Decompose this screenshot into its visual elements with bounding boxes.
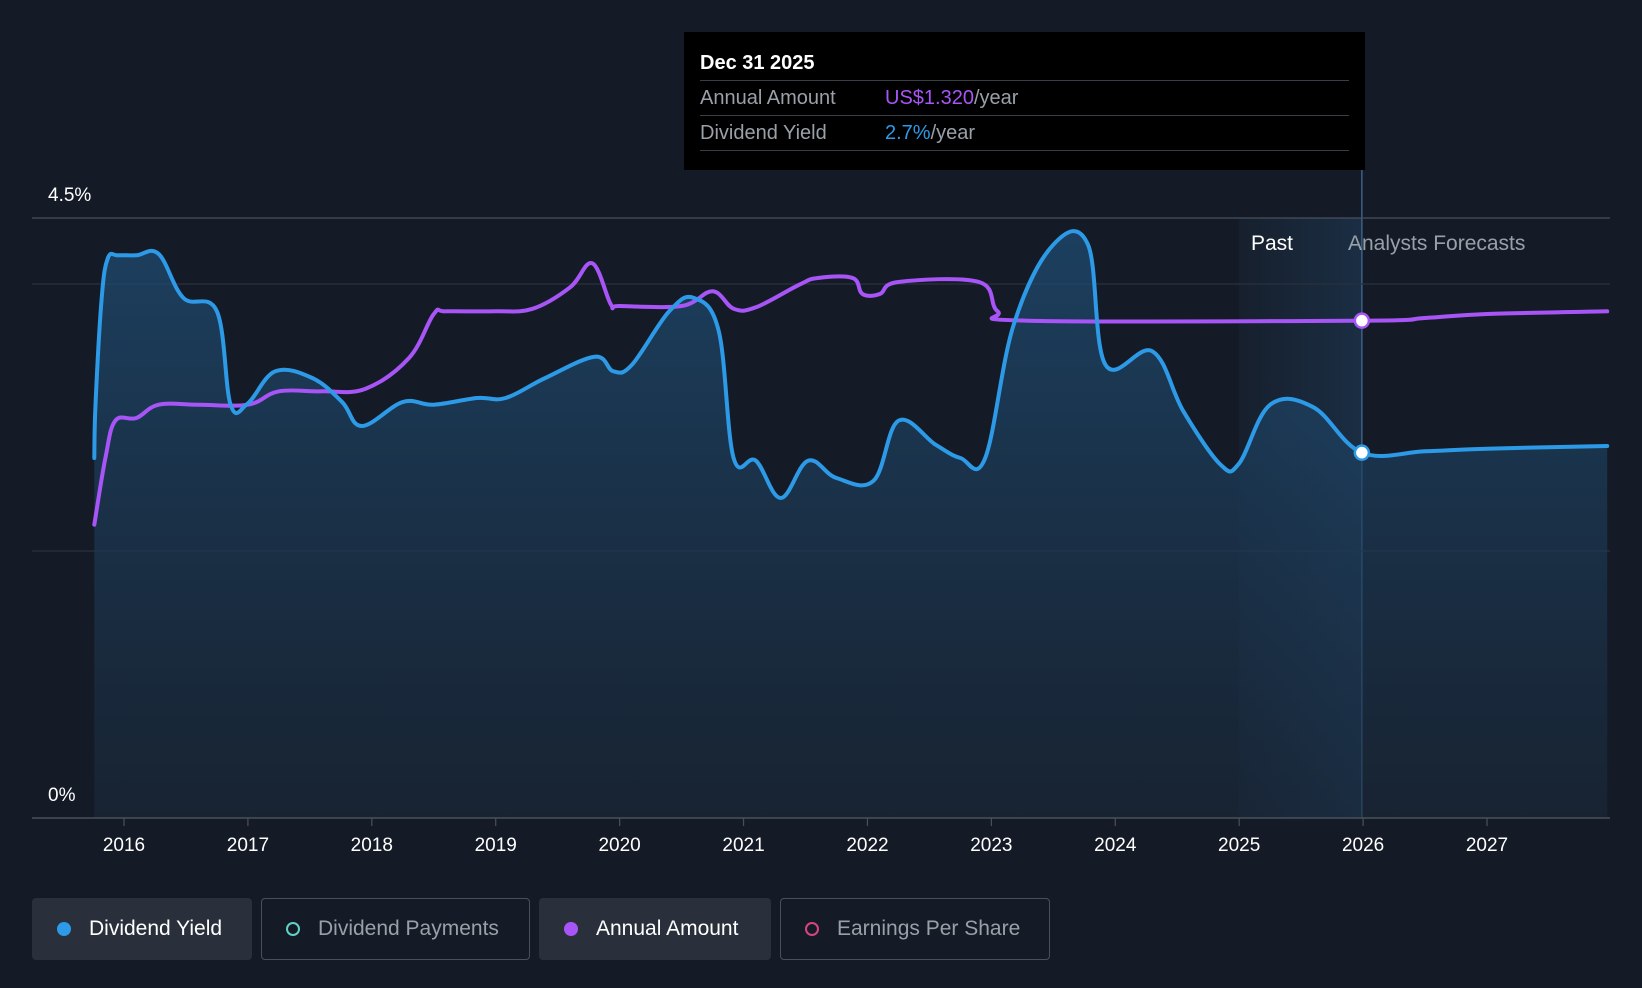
dividend-yield-marker[interactable] [1353,444,1371,461]
forecast-label: Analysts Forecasts [1348,232,1525,255]
x-tick-label: 2020 [598,835,640,856]
legend-dividend-payments[interactable]: Dividend Payments [261,898,530,960]
legend-label: Annual Amount [596,917,739,940]
tooltip-yield-unit: /year [930,122,976,144]
tooltip-annual-value: US$1.320 [885,87,974,109]
x-tick-label: 2021 [722,835,764,856]
legend-earnings-per-share[interactable]: Earnings Per Share [780,898,1050,960]
chart-legend: Dividend Yield Dividend Payments Annual … [32,898,1050,960]
dividend-yield-dot-icon [57,922,71,936]
dividend-yield-line [92,229,1610,500]
legend-dividend-yield[interactable]: Dividend Yield [32,898,252,960]
y-label-bottom: 0% [48,785,76,806]
tooltip-annual-label: Annual Amount [700,87,836,109]
x-tick-label: 2018 [351,835,393,856]
legend-label: Dividend Yield [89,917,223,940]
x-axis-ticks: 2016 2017 2018 2019 2020 2021 2022 2023 2024 2025… [103,818,1508,856]
legend-annual-amount[interactable]: Annual Amount [539,898,771,960]
legend-label: Dividend Payments [318,917,499,940]
tooltip-annual-row: Annual Amount US$1.320 /year [700,81,1349,116]
tooltip-yield-label: Dividend Yield [700,122,827,144]
annual-amount-dot-icon [564,922,578,936]
tooltip-yield-value: 2.7% [885,122,931,144]
x-tick-label: 2017 [227,835,269,856]
legend-label: Earnings Per Share [837,917,1021,940]
past-label: Past [1251,232,1293,255]
y-label-top: 4.5% [48,185,91,206]
dividend-yield-area [94,231,1608,819]
annual-amount-marker[interactable] [1353,312,1371,329]
tooltip-yield-row: Dividend Yield 2.7% /year [700,116,1349,151]
x-tick-label: 2027 [1466,835,1508,856]
tooltip-annual-unit: /year [973,87,1019,109]
x-tick-label: 2016 [103,835,145,856]
dividend-payments-ring-icon [286,922,300,936]
x-tick-label: 2022 [846,835,888,856]
earnings-per-share-ring-icon [805,922,819,936]
hover-tooltip: Dec 31 2025 Annual Amount US$1.320 /year… [684,32,1365,170]
x-tick-label: 2019 [475,835,517,856]
x-tick-label: 2024 [1094,835,1137,856]
x-tick-label: 2023 [970,835,1012,856]
x-tick-label: 2026 [1342,835,1384,856]
tooltip-date: Dec 31 2025 [700,46,1349,81]
x-tick-label: 2025 [1218,835,1260,856]
